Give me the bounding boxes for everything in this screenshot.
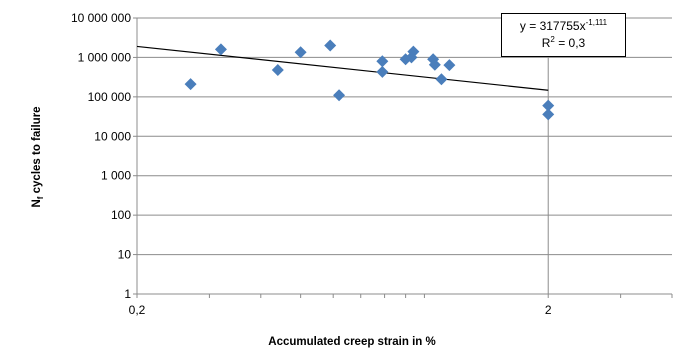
y-axis-label-rest: cycles to failure (31, 106, 43, 196)
grid-lines (133, 17, 673, 298)
x-tick-labels: 0,2 2 (129, 303, 552, 317)
data-point-4 (324, 39, 337, 52)
data-point-6 (376, 55, 389, 68)
data-point-10 (407, 45, 420, 58)
data-point-14 (443, 59, 456, 72)
x-tick-label-0: 0,2 (129, 303, 146, 317)
data-point-16 (542, 108, 555, 121)
y-axis-label-sub: f (36, 196, 45, 199)
trendline-group (136, 45, 549, 91)
data-point-0 (184, 78, 197, 91)
equation-exponent: -1,111 (585, 18, 608, 27)
data-point-15 (542, 99, 555, 112)
data-point-11 (427, 53, 440, 66)
y-tick-label-4: 10 000 (94, 129, 131, 143)
y-tick-label-5: 100 000 (88, 90, 132, 104)
y-axis-label: Nf cycles to failure (31, 106, 45, 207)
y-axis-label-main: N (31, 199, 43, 207)
x-tick-label-1: 2 (545, 303, 552, 317)
y-tick-label-7: 10 000 000 (71, 11, 131, 25)
r2-value: = 0,3 (554, 36, 586, 50)
y-tick-label-1: 10 (118, 248, 132, 262)
r2-superscript: 2 (550, 35, 555, 44)
data-point-3 (294, 46, 307, 59)
x-axis-label: Accumulated creep strain in % (268, 336, 435, 348)
r2-letter: R (541, 36, 551, 50)
equation-prefix: y = 317755x (519, 19, 586, 33)
trendline-equation-box: y = 317755x-1,111 R2 = 0,3 (501, 13, 626, 57)
data-point-2 (271, 63, 284, 76)
y-tick-labels: 1 10 100 1 000 10 000 100 000 1 000 000 10 000 … (71, 11, 131, 301)
y-tick-label-3: 1 000 (101, 169, 131, 183)
data-point-5 (333, 89, 346, 102)
data-point-1 (214, 43, 227, 56)
trendline-equation: y = 317755x-1,111 (502, 18, 625, 35)
y-tick-label-6: 1 000 000 (78, 50, 132, 64)
data-point-7 (376, 65, 389, 78)
y-tick-label-2: 100 (111, 208, 131, 222)
trendline (136, 45, 549, 91)
data-point-13 (435, 73, 448, 86)
data-point-12 (428, 58, 441, 71)
r-squared-label: R2 = 0,3 (502, 35, 625, 52)
data-points (184, 39, 555, 121)
y-tick-label-0: 1 (124, 287, 131, 301)
